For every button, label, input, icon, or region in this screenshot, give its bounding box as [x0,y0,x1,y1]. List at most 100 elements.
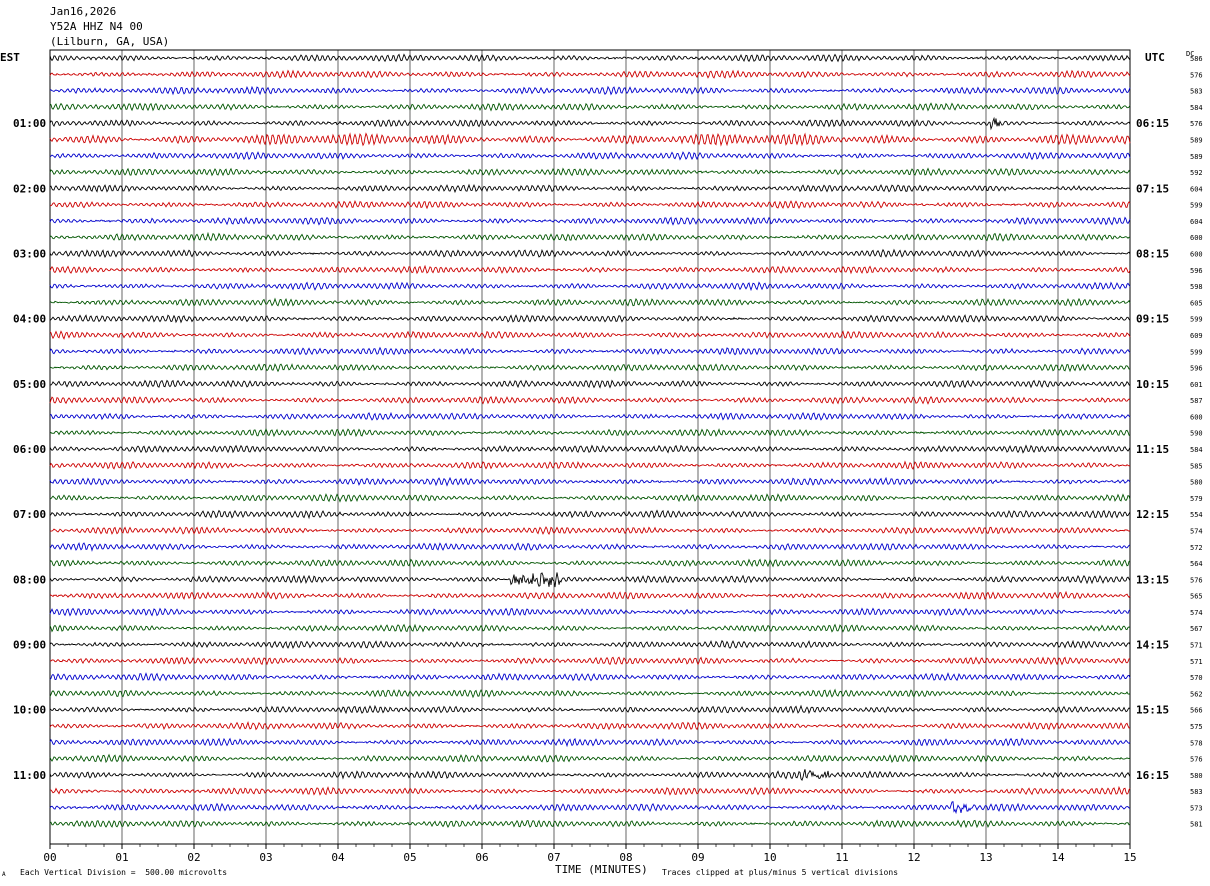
x-tick-label: 04 [331,851,345,864]
dc-offset-label: 585 [1190,462,1203,470]
x-tick-label: 11 [835,851,848,864]
left-hour-label: 09:00 [13,639,46,652]
x-tick-label: 10 [763,851,776,864]
dc-offset-label: 599 [1190,202,1203,210]
trace-row-37 [49,639,1131,650]
dc-label: DC [1186,50,1195,58]
x-tick-label: 12 [907,851,920,864]
trace-row-22 [49,395,1131,405]
dc-offset-label: 600 [1190,251,1203,259]
dc-offset-label: 604 [1190,185,1203,193]
right-hour-label: 09:15 [1136,313,1169,326]
trace-row-40 [49,688,1131,699]
left-hour-label: 08:00 [13,573,46,586]
trace-row-16 [49,297,1131,307]
dc-offset-label: 562 [1190,690,1203,698]
dc-offset-label: 575 [1190,723,1203,731]
trace-row-35 [49,607,1131,617]
trace-row-20 [49,363,1131,373]
left-hour-label: 02:00 [13,182,46,195]
x-axis-title: TIME (MINUTES) [555,863,648,876]
dc-offset-label: 565 [1190,593,1203,601]
dc-offset-label: 573 [1190,804,1203,812]
dc-offset-label: 581 [1190,821,1203,829]
dc-offset-label: 609 [1190,332,1203,340]
x-tick-label: 07 [547,851,560,864]
left-hour-label: 03:00 [13,248,46,261]
trace-row-41 [49,704,1131,715]
left-hour-label: 04:00 [13,313,46,326]
trace-row-15 [49,281,1131,292]
trace-row-43 [49,737,1131,748]
dc-offset-label: 576 [1190,756,1203,764]
header-date: Jan16,2026 [50,5,117,18]
right-hour-label: 14:15 [1136,639,1169,652]
trace-row-38 [50,656,1131,666]
dc-offset-label: 601 [1190,381,1203,389]
x-tick-label: 08 [619,851,632,864]
trace-row-27 [49,476,1131,487]
dc-offset-label: 574 [1190,527,1203,535]
right-timezone-label: UTC [1145,51,1165,64]
trace-row-23 [49,411,1131,421]
trace-row-8 [49,167,1131,177]
trace-row-44 [49,753,1131,764]
dc-offset-label: 600 [1190,413,1203,421]
dc-offset-label: 576 [1190,576,1203,584]
trace-row-19 [49,346,1131,356]
dc-offset-label: 590 [1190,430,1203,438]
trace-row-6 [49,132,1131,147]
right-hour-label: 07:15 [1136,182,1169,195]
right-hour-label: 11:15 [1136,443,1169,456]
trace-row-17 [49,314,1131,324]
trace-row-24 [49,428,1131,438]
left-hour-label: 07:00 [13,508,46,521]
right-hour-label: 13:15 [1136,573,1169,586]
trace-row-28 [49,493,1131,503]
x-tick-label: 14 [1051,851,1065,864]
trace-row-13 [49,248,1131,259]
dc-offset-label: 554 [1190,511,1203,519]
dc-offset-label: 571 [1190,658,1203,666]
trace-row-46 [49,785,1131,796]
trace-row-34 [49,590,1131,601]
trace-row-45 [49,769,1131,782]
trace-row-29 [49,509,1131,520]
dc-offset-label: 589 [1190,153,1203,161]
trace-row-25 [49,444,1131,454]
dc-offset-label: 576 [1190,120,1203,128]
right-hour-label: 10:15 [1136,378,1169,391]
dc-offset-label: 584 [1190,446,1203,454]
trace-row-21 [49,379,1131,389]
trace-row-39 [49,672,1131,682]
x-tick-label: 02 [187,851,200,864]
trace-row-9 [49,183,1131,194]
left-timezone-label: EST [0,51,20,64]
trace-row-12 [49,231,1131,242]
x-tick-label: 01 [115,851,128,864]
dc-offset-label: 584 [1190,104,1203,112]
dc-offset-label: 571 [1190,642,1203,650]
trace-row-32 [49,558,1131,568]
left-hour-label: 06:00 [13,443,46,456]
x-tick-label: 03 [259,851,272,864]
x-tick-label: 15 [1123,851,1136,864]
trace-row-5 [49,116,1131,131]
dc-offset-label: 578 [1190,739,1203,747]
trace-row-2 [49,69,1131,79]
footer-clip-note: Traces clipped at plus/minus 5 vertical … [662,868,899,877]
trace-row-14 [49,264,1131,275]
dc-offset-label: 596 [1190,365,1203,373]
x-tick-label: 13 [979,851,992,864]
dc-offset-label: 589 [1190,136,1203,144]
dc-offset-label: 566 [1190,707,1203,715]
header-location: (Lilburn, GA, USA) [50,35,170,48]
trace-row-1 [49,53,1131,63]
dc-offset-label: 574 [1190,609,1203,617]
right-hour-label: 16:15 [1136,769,1169,782]
trace-row-42 [49,720,1131,731]
dc-offset-label: 592 [1190,169,1203,177]
trace-row-3 [49,85,1131,96]
trace-row-4 [49,102,1131,112]
